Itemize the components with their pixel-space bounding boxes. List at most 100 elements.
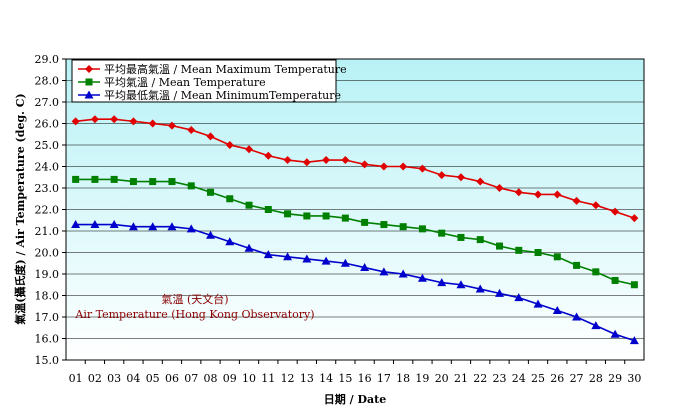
x-tick-label: 23 bbox=[493, 372, 507, 385]
annotation-english: Air Temperature (Hong Kong Observatory) bbox=[74, 308, 314, 321]
series-0-point bbox=[437, 171, 446, 180]
series-1-point bbox=[592, 268, 600, 276]
series-1-point bbox=[72, 175, 80, 183]
series-1-point bbox=[630, 281, 638, 289]
series-0-point bbox=[360, 160, 369, 169]
series-0-point bbox=[418, 164, 427, 173]
series-1-point bbox=[303, 212, 311, 220]
x-tick-label: 12 bbox=[281, 372, 295, 385]
series-0-point bbox=[630, 214, 639, 223]
series-2-point bbox=[206, 230, 215, 239]
x-tick-label: 07 bbox=[184, 372, 198, 385]
series-2-point bbox=[398, 269, 408, 278]
legend-item-2: 平均最低氣溫 / Mean MinimumTemperature bbox=[78, 88, 341, 102]
series-2 bbox=[71, 220, 639, 345]
y-tick-label: 21.0 bbox=[35, 225, 60, 238]
series-1-point bbox=[534, 249, 542, 256]
series-1-point bbox=[168, 178, 176, 186]
x-tick-label: 30 bbox=[627, 372, 641, 385]
series-0-point bbox=[456, 173, 465, 182]
series-1-point bbox=[418, 225, 426, 233]
legend-label: 平均最高氣溫 / Mean Maximum Temperature bbox=[104, 62, 347, 76]
series-1-point bbox=[380, 221, 388, 229]
series-1-point bbox=[207, 188, 214, 196]
series-0-point bbox=[572, 196, 581, 205]
series-0-point bbox=[129, 117, 138, 126]
y-tick-label: 29.0 bbox=[35, 53, 60, 66]
x-tick-label: 08 bbox=[204, 372, 218, 385]
y-tick-label: 23.0 bbox=[35, 182, 60, 195]
series-1-point bbox=[476, 236, 484, 244]
legend-box bbox=[71, 59, 337, 103]
x-tick-label: 19 bbox=[415, 372, 429, 385]
legend-swatch-marker bbox=[85, 78, 93, 86]
series-1-point bbox=[457, 233, 465, 241]
y-axis-ticks: 15.0 16.0 17.0 18.0 19.0 20.0 21.0 22.0 23.0 24.0… bbox=[35, 53, 66, 367]
series-0-point bbox=[167, 121, 176, 130]
x-tick-label: 06 bbox=[165, 372, 179, 385]
series-1-point bbox=[438, 229, 446, 237]
x-tick-label: 17 bbox=[377, 372, 391, 385]
series-2-point bbox=[514, 293, 524, 302]
x-tick-label: 24 bbox=[512, 372, 526, 385]
series-2-point bbox=[437, 278, 447, 287]
y-tick-label: 15.0 bbox=[35, 354, 60, 367]
series-2-point bbox=[629, 336, 639, 345]
x-tick-label: 03 bbox=[107, 372, 121, 385]
series-1-point bbox=[91, 175, 99, 183]
series-0-point bbox=[283, 156, 292, 165]
series-2-point bbox=[244, 243, 254, 252]
y-tick-label: 20.0 bbox=[35, 247, 60, 260]
series-1-point bbox=[149, 178, 157, 186]
series-0-point bbox=[71, 117, 80, 126]
series-0-point bbox=[553, 190, 562, 199]
series-0-point bbox=[534, 190, 543, 199]
series-1-point bbox=[515, 246, 523, 254]
y-tick-label: 19.0 bbox=[35, 268, 60, 281]
x-tick-label: 21 bbox=[454, 372, 468, 385]
series-2-point bbox=[225, 237, 235, 246]
series-2-point bbox=[591, 321, 601, 330]
x-tick-label: 16 bbox=[358, 372, 372, 385]
series-1-point bbox=[553, 253, 561, 261]
series-0-point bbox=[206, 132, 215, 141]
x-tick-label: 20 bbox=[435, 372, 449, 385]
series-2-point bbox=[572, 312, 582, 321]
legend-item-1: 平均氣溫 / Mean Temperature bbox=[78, 75, 266, 89]
series-2-point bbox=[109, 220, 119, 229]
series-0-point bbox=[90, 115, 99, 124]
series-0-point bbox=[476, 177, 485, 186]
y-tick-label: 22.0 bbox=[35, 204, 60, 217]
series-2-point bbox=[263, 250, 273, 259]
series-0-point bbox=[302, 158, 311, 167]
x-axis-ticks: 01 02 03 04 05 06 07 08 09 10 11 12 13 14 15 16 17 18 19 20… bbox=[69, 360, 641, 385]
series-2-point bbox=[379, 267, 389, 276]
series-0-point bbox=[379, 162, 388, 171]
y-tick-label: 17.0 bbox=[35, 311, 60, 324]
series-2-point bbox=[167, 222, 177, 231]
series-0-point bbox=[399, 162, 408, 171]
series-2-point bbox=[302, 254, 312, 263]
series-0-point bbox=[110, 115, 119, 124]
x-tick-label: 25 bbox=[531, 372, 545, 385]
y-tick-label: 24.0 bbox=[35, 161, 60, 174]
legend-item-0: 平均最高氣溫 / Mean Maximum Temperature bbox=[78, 62, 347, 76]
series-0-point bbox=[264, 151, 273, 160]
series-2-point bbox=[360, 263, 370, 272]
series-1-point bbox=[573, 261, 581, 269]
series-1-point bbox=[611, 276, 619, 284]
series-2-point bbox=[475, 284, 485, 293]
series-1-point bbox=[341, 214, 349, 222]
series-0-point bbox=[611, 207, 620, 216]
series-2-point bbox=[533, 299, 543, 308]
x-axis-title: 日期 / Date bbox=[324, 392, 386, 406]
y-tick-label: 25.0 bbox=[35, 139, 60, 152]
x-tick-label: 09 bbox=[223, 372, 237, 385]
series-1-point bbox=[399, 223, 407, 231]
x-tick-label: 14 bbox=[319, 372, 333, 385]
x-tick-label: 02 bbox=[88, 372, 102, 385]
series-0 bbox=[71, 115, 639, 223]
series-2-point bbox=[71, 220, 81, 229]
x-tick-label: 01 bbox=[69, 372, 83, 385]
